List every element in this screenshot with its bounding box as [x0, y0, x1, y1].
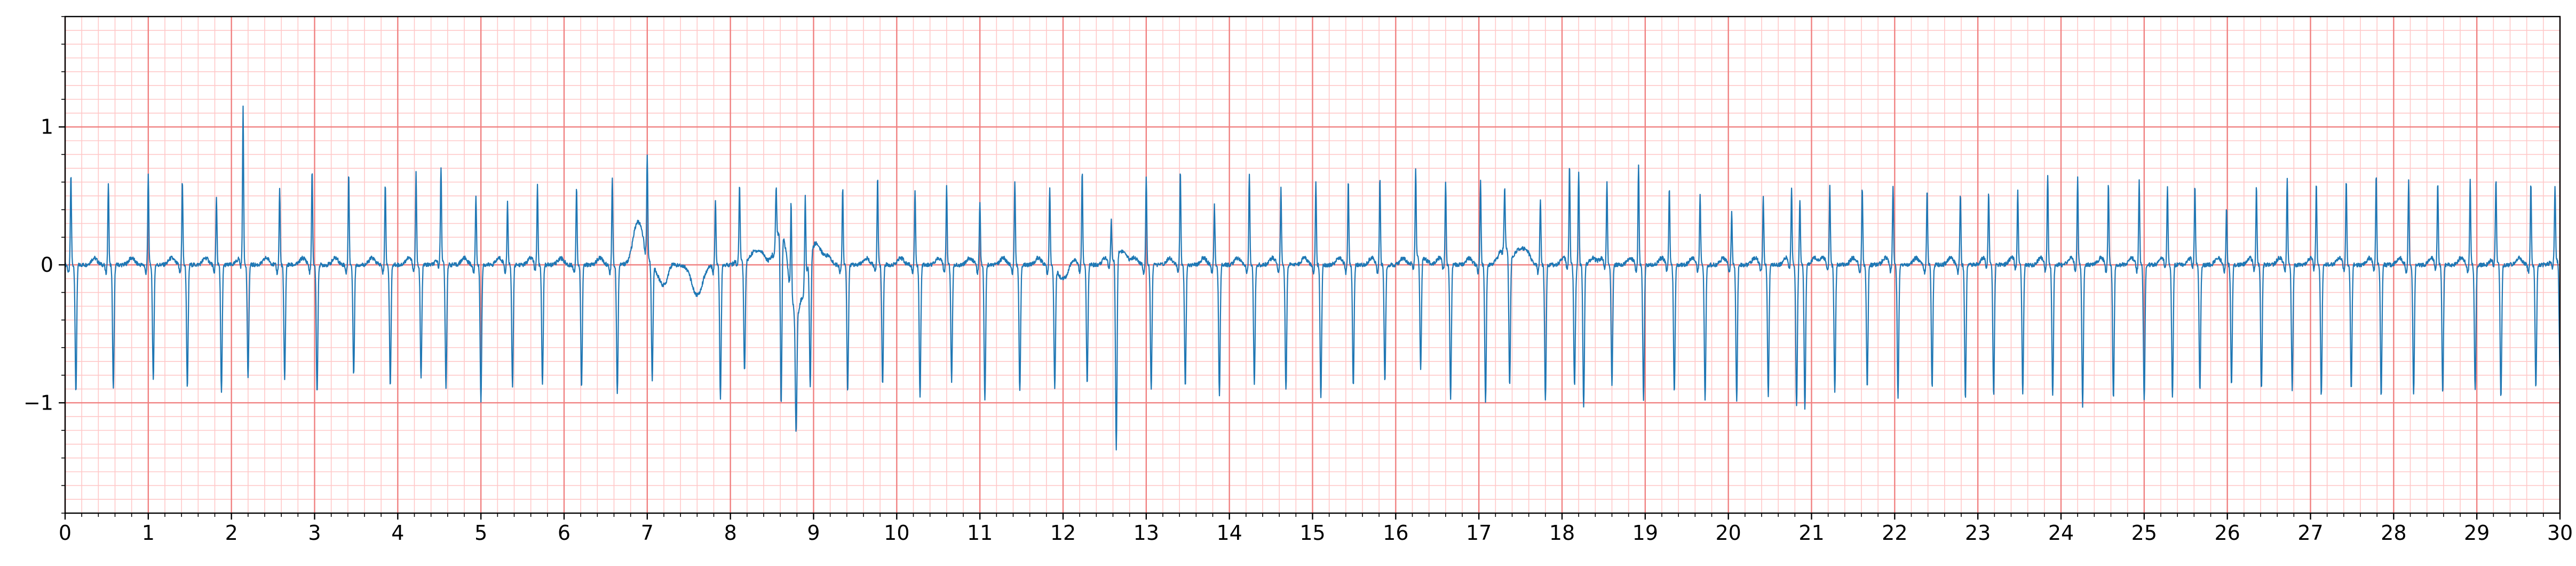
x-tick-label: 11 [967, 521, 993, 545]
x-tick-label: 21 [1798, 521, 1824, 545]
x-tick-label: 5 [474, 521, 487, 545]
x-tick-label: 0 [59, 521, 72, 545]
x-tick-label: 19 [1632, 521, 1658, 545]
x-tick-label: 9 [807, 521, 820, 545]
x-tick-label: 13 [1134, 521, 1159, 545]
x-tick-label: 1 [142, 521, 155, 545]
x-tick-label: 16 [1383, 521, 1408, 545]
x-tick-label: 24 [2048, 521, 2074, 545]
x-tick-label: 27 [2297, 521, 2323, 545]
x-tick-label: 10 [884, 521, 909, 545]
x-tick-label: 15 [1299, 521, 1325, 545]
x-axis-ticks: 0 1 2 3 4 5 6 7 8 9 10 11 12 13 14 15 16 17 18 19 20 21 22 23 24… [59, 513, 2573, 545]
x-tick-label: 6 [558, 521, 570, 545]
x-tick-label: 4 [391, 521, 404, 545]
x-tick-label: 2 [225, 521, 238, 545]
x-tick-label: 23 [1965, 521, 1991, 545]
y-tick-label: 0 [41, 253, 53, 277]
x-tick-label: 3 [308, 521, 321, 545]
x-tick-label: 8 [724, 521, 737, 545]
x-tick-label: 26 [2214, 521, 2240, 545]
x-tick-label: 14 [1216, 521, 1242, 545]
x-tick-label: 17 [1466, 521, 1492, 545]
y-tick-label: 1 [41, 115, 53, 139]
trace-layer [64, 105, 2561, 451]
y-axis-ticks: −1 0 1 [23, 16, 65, 514]
x-tick-label: 28 [2381, 521, 2406, 545]
x-tick-label: 20 [1715, 521, 1741, 545]
x-tick-label: 29 [2464, 521, 2490, 545]
x-tick-label: 30 [2547, 521, 2573, 545]
x-tick-label: 12 [1050, 521, 1076, 545]
y-tick-label: −1 [23, 391, 53, 414]
x-tick-label: 18 [1549, 521, 1575, 545]
ecg-trace-line [64, 105, 2561, 451]
x-tick-label: 7 [641, 521, 654, 545]
x-tick-label: 22 [1882, 521, 1907, 545]
x-tick-label: 25 [2131, 521, 2157, 545]
